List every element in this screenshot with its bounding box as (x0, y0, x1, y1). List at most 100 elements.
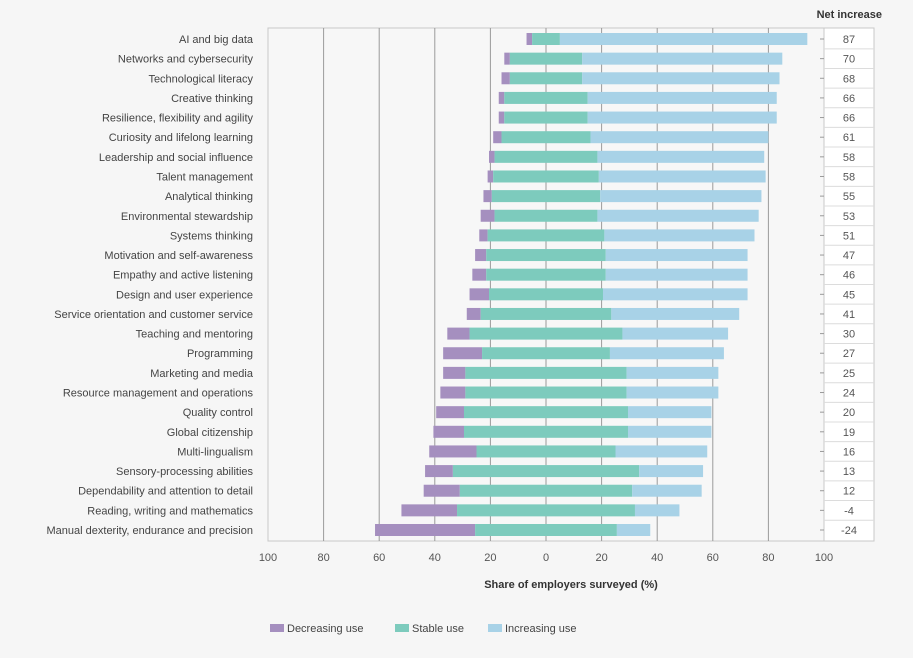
bar-stable (504, 91, 588, 104)
category-label: Environmental stewardship (121, 211, 253, 223)
bar-decreasing (443, 347, 483, 360)
category-label: Curiosity and lifelong learning (109, 132, 253, 144)
legend-label: Increasing use (505, 623, 577, 635)
net-increase-value: 27 (843, 348, 855, 360)
bar-decreasing (475, 249, 487, 262)
bar-increasing (605, 268, 748, 281)
bar-increasing (628, 425, 712, 438)
net-increase-value: 30 (843, 329, 855, 341)
bar-stable (469, 327, 623, 340)
net-increase-value: 68 (843, 73, 855, 85)
bar-decreasing (498, 91, 505, 104)
category-label: Manual dexterity, endurance and precisio… (47, 525, 253, 537)
bar-increasing (626, 366, 719, 379)
legend-swatch (270, 624, 284, 632)
bar-stable (465, 386, 627, 399)
bar-decreasing (447, 327, 470, 340)
net-increase-value: 70 (843, 54, 855, 66)
net-increase-value: -24 (841, 525, 857, 537)
bar-increasing (602, 288, 748, 301)
x-tick-label: 100 (259, 552, 277, 564)
net-increase-value: 46 (843, 270, 855, 282)
bar-increasing (600, 190, 762, 203)
bar-stable (457, 504, 635, 517)
bar-decreasing (433, 425, 464, 438)
bar-decreasing (440, 386, 466, 399)
category-label: Marketing and media (150, 368, 254, 380)
net-increase-value: 16 (843, 446, 855, 458)
category-label: Talent management (156, 171, 253, 183)
category-label: Motivation and self-awareness (104, 250, 253, 262)
category-label: Resource management and operations (63, 388, 254, 400)
bar-decreasing (493, 131, 502, 144)
bar-increasing (604, 229, 755, 242)
net-increase-value: 19 (843, 427, 855, 439)
bar-stable (487, 229, 605, 242)
bar-decreasing (487, 170, 494, 183)
bar-stable (482, 347, 610, 360)
bar-increasing (622, 327, 729, 340)
category-label: Systems thinking (170, 230, 253, 242)
x-axis-title: Share of employers surveyed (%) (484, 579, 658, 591)
bar-decreasing (472, 268, 487, 281)
bar-decreasing (443, 366, 466, 379)
bar-decreasing (375, 524, 476, 536)
net-increase-value: 87 (843, 34, 855, 46)
bar-decreasing (480, 209, 495, 222)
bar-decreasing (425, 465, 453, 478)
net-increase-value: 51 (843, 230, 855, 242)
bar-increasing (587, 91, 777, 104)
bar-increasing (598, 170, 766, 183)
category-label: Design and user experience (116, 289, 253, 301)
bar-stable (463, 425, 629, 438)
legend-swatch (395, 624, 409, 632)
category-label: Teaching and mentoring (136, 329, 253, 341)
bar-increasing (615, 445, 708, 458)
bar-increasing (582, 52, 783, 65)
bar-increasing (590, 131, 769, 144)
bar-increasing (634, 504, 680, 517)
net-increase-value: 25 (843, 368, 855, 380)
bar-increasing (597, 150, 765, 163)
category-label: Dependability and attention to detail (78, 486, 253, 498)
x-tick-label: 60 (373, 552, 385, 564)
net-increase-value: 12 (843, 486, 855, 498)
net-increase-value: 66 (843, 93, 855, 105)
bar-increasing (616, 524, 651, 536)
x-tick-label: 20 (595, 552, 607, 564)
category-label: Global citizenship (167, 427, 253, 439)
bar-stable (486, 268, 606, 281)
net-increase-value: 58 (843, 152, 855, 164)
bar-increasing (587, 111, 777, 124)
x-tick-label: 40 (429, 552, 441, 564)
x-tick-label: 100 (815, 552, 833, 564)
bar-decreasing (526, 33, 533, 45)
net-increase-value: 13 (843, 466, 855, 478)
x-tick-label: 60 (707, 552, 719, 564)
bar-stable (475, 524, 617, 536)
net-increase-value: 45 (843, 289, 855, 301)
bar-increasing (611, 307, 740, 320)
legend-label: Stable use (412, 623, 464, 635)
bar-stable (489, 288, 603, 301)
bar-decreasing (504, 52, 510, 65)
bar-stable (452, 465, 640, 478)
bar-increasing (597, 209, 759, 222)
bar-decreasing (401, 504, 458, 517)
bar-stable (491, 190, 601, 203)
category-label: Resilience, flexibility and agility (102, 113, 254, 125)
bar-decreasing (423, 484, 460, 497)
bar-stable (463, 406, 629, 419)
x-tick-label: 80 (762, 552, 774, 564)
category-label: Sensory-processing abilities (116, 466, 253, 478)
category-label: Technological literacy (148, 73, 253, 85)
bar-decreasing (501, 72, 510, 85)
bar-decreasing (489, 150, 495, 163)
bar-stable (480, 307, 612, 320)
bar-increasing (605, 249, 748, 262)
bar-stable (465, 366, 627, 379)
bar-stable (509, 72, 583, 85)
bar-increasing (559, 33, 808, 45)
